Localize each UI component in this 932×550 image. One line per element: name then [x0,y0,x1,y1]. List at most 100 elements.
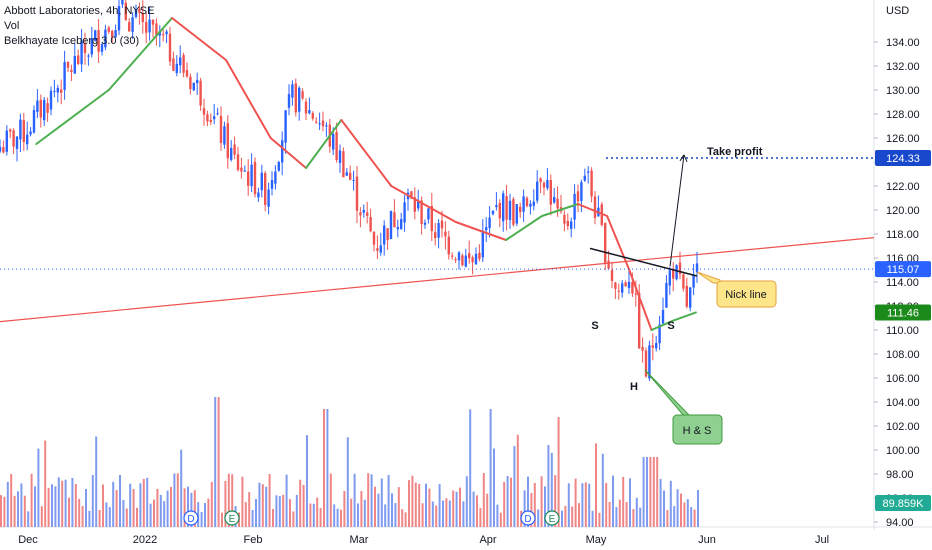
candle-body [651,345,654,348]
volume-bar [442,500,444,527]
price-tick-label: 130.00 [886,85,920,97]
candle-body [223,126,226,145]
volume-bar [278,496,281,527]
candle-body [512,199,515,225]
candle-body [478,252,481,259]
volume-bars [0,397,699,527]
volume-bar [268,473,271,527]
candle-body [39,99,42,118]
last-price-tag-bg [875,261,931,278]
volume-bar [23,495,26,527]
candle-body [73,56,76,74]
candle-body [114,30,117,38]
volume-bar [333,504,336,527]
price-tick-label: 102.00 [886,421,920,433]
candle-body [145,22,148,33]
candle-body [304,101,308,114]
candle-body [366,212,369,216]
target-arrow-line [669,154,685,267]
volume-bar [102,484,104,527]
volume-bar [622,476,625,527]
volume-bar [64,479,67,527]
candle-body [451,255,454,257]
candle-body [668,270,671,286]
volume-bar [615,507,618,527]
volume-bar [588,483,591,527]
candle-body [566,221,569,227]
volume-bar [193,490,196,527]
candle-body [383,225,386,245]
volume-bar [663,490,665,527]
candle-body [522,196,525,212]
candle-body [410,191,413,198]
candle-body [240,167,243,172]
volume-bar [166,490,169,527]
candle-body [692,274,695,288]
indicator-legend[interactable]: Belkhayate Iceberg 3.0 (30) [4,35,140,47]
indicator-price-tag-bg [875,304,931,321]
volume-bar [554,475,557,527]
candle-body [553,197,556,203]
volume-bar [676,489,679,527]
candle-body [352,179,355,181]
candle-body [617,290,620,292]
volume-bar [404,512,407,527]
candle-body [542,182,546,188]
volume-bar [81,506,84,527]
candle-body [631,282,634,294]
candle-body [403,202,406,223]
trendline[interactable] [0,237,875,323]
volume-bar [652,457,655,527]
volume-bar [61,480,64,527]
candle-body [481,230,484,258]
volume-bar [574,478,577,527]
candle-body [583,175,586,181]
target-price-tag: 124.33 [886,153,920,165]
candle-body [287,94,291,108]
volume-bar [78,498,81,527]
volume-bar [91,474,94,527]
volume-bar [51,484,53,527]
neckline [589,247,698,277]
candle-body [393,212,396,228]
candle-body [168,33,172,62]
pattern-callout-label: H & S [683,425,712,437]
price-axis[interactable]: USD134.00132.00130.00128.00126.00124.001… [874,5,931,529]
volume-bar [6,481,9,527]
candle-body [648,345,651,379]
candle-body [90,38,93,55]
candle-body [379,245,382,253]
earnings-marker-circle [224,510,240,526]
annotations[interactable]: Take profit Nick line H & S S H S [0,146,874,445]
volume-bar [309,503,312,527]
ma-segment [390,185,457,223]
volume-bar [350,498,353,527]
volume-bar [465,476,468,527]
candle-body [270,180,274,189]
volume-bar [537,509,540,527]
candle-body [627,281,631,289]
candle-body [576,191,580,202]
volume-bar [241,476,244,527]
candle-body [9,129,12,132]
volume-bar [357,503,359,527]
candle-body [508,200,512,220]
volume-bar [112,481,115,527]
symbol-title[interactable]: Abbott Laboratories, 4h, NYSE [4,5,155,17]
candle-body [172,58,175,71]
volume-value-tag-bg [875,495,931,511]
candle-body [655,343,658,349]
candle-body [155,23,158,36]
candle-body [372,232,376,245]
volume-bar [336,508,339,527]
price-tick-label: 100.00 [886,445,920,457]
candle-body [97,30,100,52]
time-axis[interactable]: Dec 2022 Feb Mar Apr May Jun Jul [18,534,829,546]
candle-body [5,130,8,152]
volume-bar [214,397,217,527]
time-tick-label: May [586,534,607,546]
volume-legend[interactable]: Vol [4,20,20,32]
candle-body [641,346,644,351]
